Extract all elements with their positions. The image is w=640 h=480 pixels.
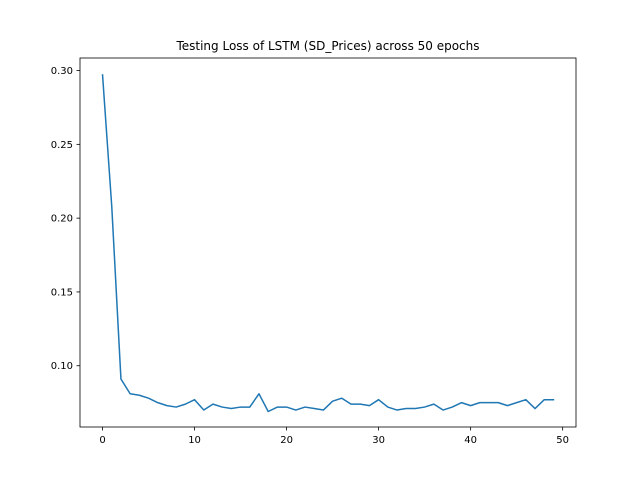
plot-area <box>80 58 576 427</box>
x-tick-label: 30 <box>372 435 385 446</box>
axes: 0 10 20 30 40 50 0.10 0.15 0.20 0.25 0.30 <box>51 57 577 446</box>
y-tick-label: 0.30 <box>51 66 73 77</box>
x-tick-label: 0 <box>99 435 105 446</box>
chart-title: Testing Loss of LSTM (SD_Prices) across … <box>175 39 479 53</box>
y-tick-label: 0.25 <box>51 140 73 151</box>
y-tick-label: 0.10 <box>51 361 73 372</box>
axes-frame <box>79 57 577 428</box>
x-tick-label: 50 <box>556 435 569 446</box>
x-tick-label: 20 <box>280 435 293 446</box>
plot-background <box>80 58 576 427</box>
y-tick-label: 0.15 <box>51 287 73 298</box>
y-tick-label: 0.20 <box>51 214 73 225</box>
series-line-0 <box>101 74 555 413</box>
x-tick-label: 10 <box>188 435 201 446</box>
x-tick-label: 40 <box>464 435 477 446</box>
